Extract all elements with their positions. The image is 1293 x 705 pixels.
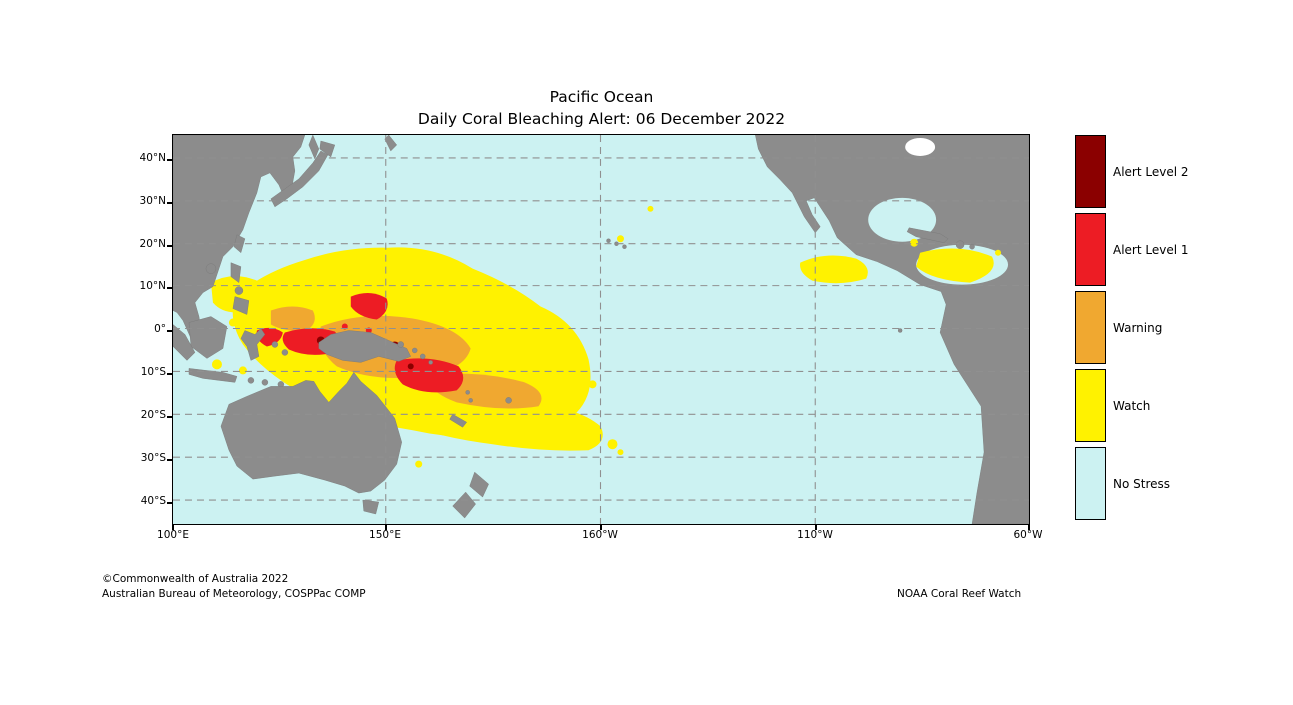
sakhalin xyxy=(308,135,320,160)
visayas xyxy=(234,286,244,295)
tasmania xyxy=(362,499,380,515)
axis-tick xyxy=(167,373,172,375)
axis-tick xyxy=(167,159,172,161)
graticule xyxy=(173,135,1029,524)
hawaii xyxy=(606,238,611,243)
axis-tick xyxy=(167,502,172,504)
caribbean-watch-areas xyxy=(910,238,1002,283)
galapagos xyxy=(897,328,903,333)
lat-tick-label: 20°N xyxy=(139,238,166,250)
mindanao xyxy=(232,296,250,315)
lat-tick-label: 20°S xyxy=(140,409,166,421)
axis-tick xyxy=(167,245,172,247)
java xyxy=(188,368,238,383)
legend-label-warning: Warning xyxy=(1113,321,1163,335)
axis-tick xyxy=(167,459,172,461)
sumatra xyxy=(173,324,196,361)
land-shapes xyxy=(173,135,1029,524)
north-south-america xyxy=(755,135,1029,524)
attribution-text: Australian Bureau of Meteorology, COSPPa… xyxy=(102,588,366,600)
lat-tick-label: 10°S xyxy=(140,366,166,378)
legend-label-alert-level-2: Alert Level 2 xyxy=(1113,165,1189,179)
legend-label-alert-level-1: Alert Level 1 xyxy=(1113,243,1189,257)
map-subtitle: Daily Coral Bleaching Alert: 06 December… xyxy=(417,110,786,128)
legend-label-no-stress: No Stress xyxy=(1113,477,1171,491)
axis-tick xyxy=(167,287,172,289)
sulawesi xyxy=(240,328,266,361)
axis-tick xyxy=(600,525,602,530)
nz-north-island xyxy=(469,471,489,498)
no-data-areas xyxy=(905,137,936,156)
lat-tick-label: 40°S xyxy=(140,495,166,507)
axis-tick xyxy=(172,525,174,530)
luzon xyxy=(230,262,242,283)
hispaniola xyxy=(955,240,965,249)
cuba xyxy=(906,227,949,243)
new-caledonia xyxy=(449,414,467,428)
puerto-rico xyxy=(969,244,975,250)
lon-tick-label: 110°W xyxy=(797,529,833,541)
caribbean-islands xyxy=(906,227,975,250)
axis-tick xyxy=(167,416,172,418)
axis-tick xyxy=(167,330,172,332)
legend-swatch-alert-level-2 xyxy=(1075,135,1106,208)
legend-swatch-warning xyxy=(1075,291,1106,364)
legend-swatch-watch xyxy=(1075,369,1106,442)
fiji xyxy=(505,397,512,404)
lon-tick-label: 60°W xyxy=(1013,529,1043,541)
lat-tick-label: 30°N xyxy=(139,195,166,207)
hokkaido xyxy=(319,140,336,158)
kamchatka-kuril xyxy=(384,135,398,152)
axis-tick xyxy=(167,202,172,204)
lon-tick-label: 100°E xyxy=(157,529,189,541)
map-title: Pacific Ocean xyxy=(549,88,654,106)
australia xyxy=(220,372,402,494)
lat-tick-label: 30°S xyxy=(140,452,166,464)
legend-swatch-alert-level-1 xyxy=(1075,213,1106,286)
axis-tick xyxy=(1028,525,1030,530)
map-graphic xyxy=(173,135,1029,524)
map-canvas xyxy=(172,134,1030,525)
copyright-text: ©Commonwealth of Australia 2022 xyxy=(102,573,289,585)
legend-swatch-no-stress xyxy=(1075,447,1106,520)
legend-label-watch: Watch xyxy=(1113,399,1151,413)
noaa-credit-text: NOAA Coral Reef Watch xyxy=(897,588,1022,600)
nz-south-island xyxy=(452,491,476,519)
lon-tick-label: 150°E xyxy=(369,529,401,541)
axis-tick xyxy=(815,525,817,530)
lat-tick-label: 0° xyxy=(154,323,166,335)
hainan xyxy=(205,263,217,274)
lat-tick-label: 40°N xyxy=(139,152,166,164)
new-guinea xyxy=(318,330,411,363)
lat-tick-label: 10°N xyxy=(139,280,166,292)
lon-tick-label: 160°W xyxy=(582,529,618,541)
axis-tick xyxy=(385,525,387,530)
